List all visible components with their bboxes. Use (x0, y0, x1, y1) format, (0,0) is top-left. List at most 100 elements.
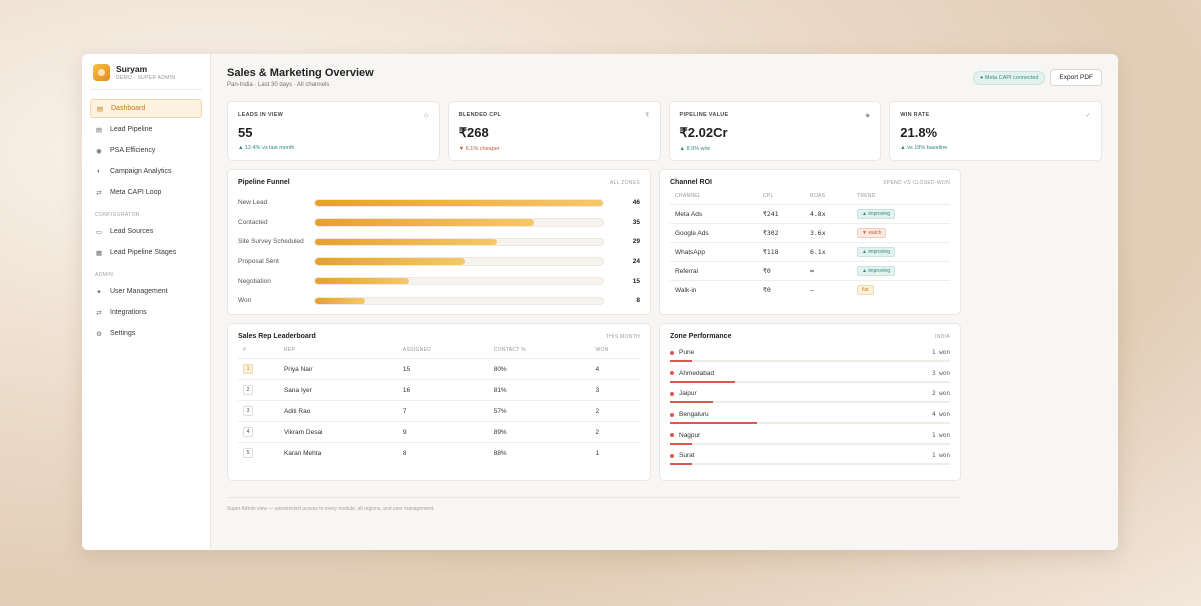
won-cell: 1 (595, 449, 600, 457)
kpi-card: BLENDED CPL ₹ ₹268 ▼ 6.1% cheaper (447, 101, 661, 161)
nav-section-admin: ADMIN (95, 272, 114, 278)
nav-section-configurator: CONFIGURATOR (95, 212, 140, 218)
trend-badge: ▲ improving (856, 209, 895, 219)
column-header: WON (590, 347, 640, 359)
rank-badge: 3 (243, 406, 253, 416)
won-cell: 2 (590, 421, 640, 443)
zone-bar-track (670, 401, 950, 404)
page-title: Sales & Marketing Overview (227, 67, 374, 79)
zone-line: Bengaluru 4 won (670, 409, 950, 418)
brand-sub: DEMO · SUPER ADMIN (116, 75, 176, 81)
roas-cell: ∞ (804, 261, 852, 281)
zone-label: Surat (679, 452, 695, 460)
contact-cell: 80% (488, 358, 591, 380)
export-pdf-button[interactable]: Export PDF (1050, 69, 1102, 86)
table-row[interactable]: 5 Karan Mehta 8 88% 1 (238, 443, 640, 464)
zone-label: Ahmedabad (679, 369, 715, 377)
sidebar-item-lead-pipeline-stages[interactable]: ▦ Lead Pipeline Stages (90, 243, 202, 262)
sidebar-item-label: PSA Efficiency (110, 147, 156, 154)
table-row[interactable]: Google Ads ₹302 3.6x ▼ watch (670, 223, 950, 243)
zone-row[interactable]: Pune 1 won (670, 347, 950, 368)
sidebar-item-settings[interactable]: ⚙ Settings (90, 324, 202, 343)
rank-cell: 1 (238, 358, 279, 380)
table-row[interactable]: 4 Vikram Desai 9 89% 2 (238, 421, 640, 443)
rank-cell: 2 (238, 379, 279, 401)
rank-badge: 5 (243, 448, 253, 459)
user-icon: ✦ (96, 288, 102, 296)
zone-line: Surat 1 won (670, 450, 950, 459)
sidebar-item-lead-sources[interactable]: ▭ Lead Sources (90, 222, 202, 241)
column-header: ASSIGNED (397, 347, 489, 359)
channel-cell: Referral (670, 261, 758, 281)
trend-badge: ▼ watch (856, 228, 887, 238)
zone-row[interactable]: Nagpur 1 won (670, 430, 950, 451)
kpi-value: 21.8% (900, 125, 938, 140)
kpi-label: PIPELINE VALUE (679, 112, 729, 118)
capi-status-badge: ● Meta CAPI connected (973, 70, 1046, 85)
zone-bar (670, 380, 736, 383)
funnel-bar (315, 277, 409, 285)
zone-name: Nagpur (670, 432, 700, 439)
kpi-label: BLENDED CPL (458, 112, 502, 118)
sidebar-item-user-management[interactable]: ✦ User Management (90, 282, 202, 301)
footer-note: Super Admin view — unrestricted access t… (227, 497, 960, 512)
nav-main: ▤ Dashboard ▤ Lead Pipeline ◉ PSA Efficiency ◐… (90, 99, 202, 202)
column-header: ROAS (804, 193, 852, 205)
kpi-header: PIPELINE VALUE ◆ (680, 112, 871, 119)
funnel-bar-track (314, 218, 604, 227)
channel-cell: Meta Ads (670, 204, 758, 224)
table-row[interactable]: Referral ₹0 ∞ ▲ improving (670, 261, 950, 281)
sidebar-item-lead-pipeline[interactable]: ▤ Lead Pipeline (90, 120, 202, 139)
zone-row[interactable]: Surat 1 won (670, 450, 950, 471)
column-header: TREND (851, 193, 950, 205)
cpl-cell: ₹0 (762, 286, 771, 295)
table-row[interactable]: Walk-in ₹0 — flat (670, 281, 950, 300)
sidebar-item-label: Campaign Analytics (110, 168, 172, 175)
channel-cell: Walk-in (675, 286, 697, 294)
brand[interactable]: Suryam DEMO · SUPER ADMIN (90, 64, 202, 90)
zone-line: Ahmedabad 3 won (670, 368, 950, 377)
rank-badge: 1 (243, 364, 253, 374)
sidebar-item-campaign-analytics[interactable]: ◐ Campaign Analytics (90, 162, 202, 181)
card-title: Pipeline Funnel (238, 179, 290, 186)
funnel-stage: Contacted 35 (238, 213, 640, 233)
contact-cell: 57% (488, 400, 591, 422)
sidebar-item-meta-capi-loop[interactable]: ⇄ Meta CAPI Loop (90, 183, 202, 202)
funnel-stage: Proposal Sent 24 (238, 252, 640, 272)
cpl-cell: ₹0 (757, 261, 805, 281)
sidebar-item-integrations[interactable]: ⇄ Integrations (90, 303, 202, 322)
sidebar-item-label: Lead Pipeline Stages (110, 249, 177, 256)
roas-cell: 6.1x (804, 242, 852, 262)
kpi-delta: ▲ 12.4% vs last month (238, 145, 295, 151)
funnel-bar-track (314, 237, 604, 247)
sidebar-item-dashboard[interactable]: ▤ Dashboard (90, 99, 202, 118)
table-row[interactable]: Meta Ads ₹241 4.8x ▲ improving (670, 204, 950, 224)
sidebar-item-psa-efficiency[interactable]: ◉ PSA Efficiency (90, 141, 202, 160)
kpi-icon: ◇ (423, 113, 429, 119)
zone-line: Jaipur 2 won (670, 388, 950, 397)
table-row[interactable]: 1 Priya Nair 15 80% 4 (238, 358, 640, 380)
zone-bar (670, 360, 692, 362)
funnel-stage-label: Contacted (238, 218, 268, 226)
zone-label: Nagpur (679, 431, 701, 439)
table-row[interactable]: 2 Sana Iyer 16 81% 3 (238, 379, 640, 401)
rep-cell: Vikram Desai (278, 421, 398, 443)
zone-dot-icon (670, 453, 674, 458)
funnel-bar-track (314, 296, 604, 306)
zone-name: Jaipur (670, 390, 697, 397)
contact-cell: 89% (488, 421, 591, 443)
zone-row[interactable]: Ahmedabad 3 won (670, 368, 950, 389)
rank-badge: 4 (243, 427, 253, 437)
sidebar-item-label: Lead Pipeline (110, 126, 153, 133)
table-row[interactable]: WhatsApp ₹118 6.1x ▲ improving (670, 242, 950, 262)
brand-name: Suryam (116, 64, 148, 74)
kpi-card: PIPELINE VALUE ◆ ₹2.02Cr ▲ 8.9% w/w (668, 101, 882, 161)
zone-row[interactable]: Jaipur 2 won (670, 388, 950, 409)
table-row[interactable]: 3 Aditi Rao 7 57% 2 (238, 400, 640, 422)
card-tag: INDIA (935, 333, 950, 340)
kpi-header: LEADS IN VIEW ◇ (238, 112, 429, 119)
app-window: Suryam DEMO · SUPER ADMIN ▤ Dashboard ▤ Lea… (82, 54, 1118, 550)
kpi-value: 55 (238, 125, 253, 140)
zone-row[interactable]: Bengaluru 4 won (670, 409, 950, 430)
zone-name: Bengaluru (670, 411, 709, 418)
